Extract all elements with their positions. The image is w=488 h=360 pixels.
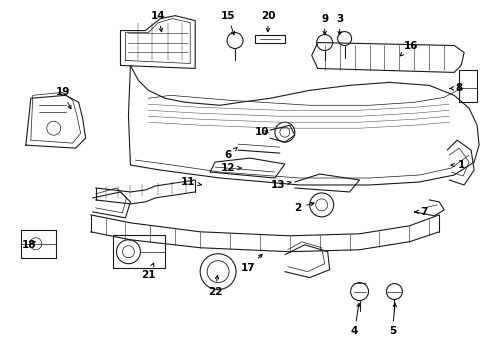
Text: 20: 20 <box>260 11 275 32</box>
Text: 22: 22 <box>207 275 222 297</box>
Text: 9: 9 <box>321 14 327 35</box>
Text: 19: 19 <box>56 87 71 109</box>
Text: 13: 13 <box>270 180 290 190</box>
Text: 1: 1 <box>450 160 464 170</box>
Text: 14: 14 <box>151 11 165 32</box>
Text: 18: 18 <box>21 240 36 250</box>
Text: 3: 3 <box>335 14 343 35</box>
Text: 5: 5 <box>388 303 396 336</box>
Text: 7: 7 <box>414 207 427 217</box>
Text: 8: 8 <box>449 84 462 93</box>
Text: 21: 21 <box>141 263 155 280</box>
Text: 17: 17 <box>240 255 262 273</box>
Text: 11: 11 <box>181 177 201 187</box>
Text: 4: 4 <box>350 303 359 336</box>
Text: 10: 10 <box>254 127 268 137</box>
Text: 16: 16 <box>399 41 418 56</box>
Text: 15: 15 <box>221 11 235 35</box>
Text: 2: 2 <box>294 202 313 213</box>
Text: 6: 6 <box>224 148 237 160</box>
Text: 12: 12 <box>221 163 241 173</box>
